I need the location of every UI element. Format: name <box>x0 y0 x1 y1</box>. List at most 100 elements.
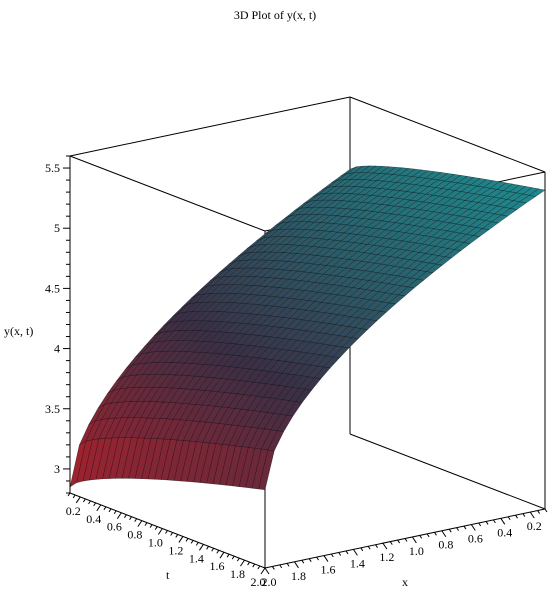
t-tick-minor <box>93 502 97 507</box>
x-tick-minor <box>308 558 312 562</box>
t-tick-major <box>178 536 184 543</box>
x-tick-minor <box>404 538 408 542</box>
x-tick-major <box>264 567 270 575</box>
plot-title: 3D Plot of y(x, t) <box>233 8 317 22</box>
t-tick-major <box>199 544 204 551</box>
x-tick-minor <box>434 532 437 536</box>
t-tick-minor <box>72 494 76 499</box>
t-tick-label: 0.2 <box>66 504 81 518</box>
t-tick-minor <box>226 553 230 558</box>
t-tick-minor <box>103 506 107 511</box>
t-tick-minor <box>170 532 174 536</box>
z-tick-label: 3 <box>54 462 60 476</box>
x-tick-minor <box>316 556 319 561</box>
t-tick-label: 0.4 <box>86 512 101 526</box>
x-tick-minor <box>360 547 364 552</box>
x-tick-minor <box>522 513 526 517</box>
t-tick-minor <box>185 538 189 542</box>
z-axis-label: y(x, t) <box>4 324 33 338</box>
t-tick-label: 0.8 <box>127 528 142 542</box>
t-tick-major <box>137 520 143 527</box>
t-tick-minor <box>231 555 235 560</box>
t-tick-major <box>240 559 245 567</box>
z-tick-label: 4 <box>54 342 60 356</box>
t-tick-minor <box>134 518 138 522</box>
x-tick-minor <box>330 553 334 558</box>
x-tick-major <box>411 536 417 544</box>
x-tick-minor <box>544 508 548 513</box>
z-axis: 3 3.5 4 4.5 5 5.5 <box>45 155 70 494</box>
x-tick-minor <box>389 541 393 545</box>
x-tick-label: 1.8 <box>291 569 306 583</box>
t-tick-minor <box>144 522 148 526</box>
t-tick-minor <box>165 530 168 534</box>
x-tick-minor <box>419 535 423 539</box>
t-tick-major <box>96 504 102 512</box>
x-tick-minor <box>537 510 541 514</box>
t-tick-minor <box>154 526 158 530</box>
x-tick-label: 1.6 <box>320 563 335 577</box>
x-tick-major <box>353 549 358 556</box>
x-tick-minor <box>448 528 452 533</box>
z-tick-label: 5 <box>54 221 60 235</box>
t-tick-label: 1.2 <box>168 543 183 557</box>
x-tick-minor <box>301 559 305 564</box>
x-tick-minor <box>463 525 467 530</box>
z-tick-label: 4.5 <box>45 281 60 295</box>
z-tick-label: 3.5 <box>45 402 60 416</box>
t-tick-major <box>260 567 266 575</box>
t-tick-minor <box>129 516 132 520</box>
x-tick-minor <box>367 545 371 550</box>
x-tick-label: 1.2 <box>379 550 394 564</box>
x-tick-major <box>323 555 329 562</box>
t-tick-label: 0.6 <box>107 520 122 534</box>
t-tick-minor <box>67 492 71 497</box>
t-tick-minor <box>257 565 261 570</box>
x-tick-major <box>441 530 447 538</box>
t-tick-minor <box>82 498 86 503</box>
t-tick-label: 1.6 <box>209 559 224 573</box>
x-tick-minor <box>478 522 482 527</box>
x-tick-major <box>294 561 299 569</box>
surface-mesh <box>69 165 546 491</box>
x-tick-minor <box>507 516 511 521</box>
t-tick-minor <box>175 534 179 538</box>
x-tick-label: 0.8 <box>438 538 453 552</box>
x-tick-label: 0.4 <box>497 525 512 539</box>
t-tick-minor <box>113 510 117 515</box>
t-tick-label: 1.8 <box>230 567 245 581</box>
t-tick-minor <box>124 514 127 518</box>
t-tick-minor <box>206 546 209 550</box>
t-tick-major <box>219 551 225 559</box>
x-tick-minor <box>456 527 459 531</box>
t-tick-minor <box>190 540 194 544</box>
x-tick-label: 1.4 <box>350 556 365 570</box>
x-tick-minor <box>397 539 401 544</box>
x-tick-minor <box>345 550 349 555</box>
x-tick-minor <box>426 533 430 538</box>
t-axis-label: t <box>166 568 170 582</box>
x-tick-minor <box>485 521 489 525</box>
t-tick-label: 1.4 <box>189 551 204 565</box>
x-tick-minor <box>279 564 283 569</box>
x-tick-label: 0.6 <box>468 532 483 546</box>
t-tick-label: 2.0 <box>251 575 266 589</box>
t-tick-major <box>157 528 163 535</box>
t-axis: 0.2 0.4 0.6 0.8 1.0 1.2 1.4 1.6 1.8 2.0 <box>66 492 266 589</box>
t-tick-minor <box>236 557 240 562</box>
t-tick-minor <box>252 563 256 568</box>
x-tick-major <box>382 542 388 550</box>
t-tick-major <box>116 512 122 520</box>
x-tick-major <box>529 511 535 519</box>
surface-cell <box>340 166 357 177</box>
box-edge <box>69 155 266 232</box>
x-tick-minor <box>493 519 496 524</box>
box-edge <box>349 433 546 510</box>
x-tick-minor <box>338 552 342 556</box>
x-tick-label: 1.0 <box>409 544 424 558</box>
x-tick-minor <box>375 544 378 548</box>
t-tick-minor <box>108 508 112 513</box>
z-tick-label: 5.5 <box>45 161 60 175</box>
x-tick-minor <box>271 566 275 570</box>
t-tick-minor <box>211 547 215 552</box>
